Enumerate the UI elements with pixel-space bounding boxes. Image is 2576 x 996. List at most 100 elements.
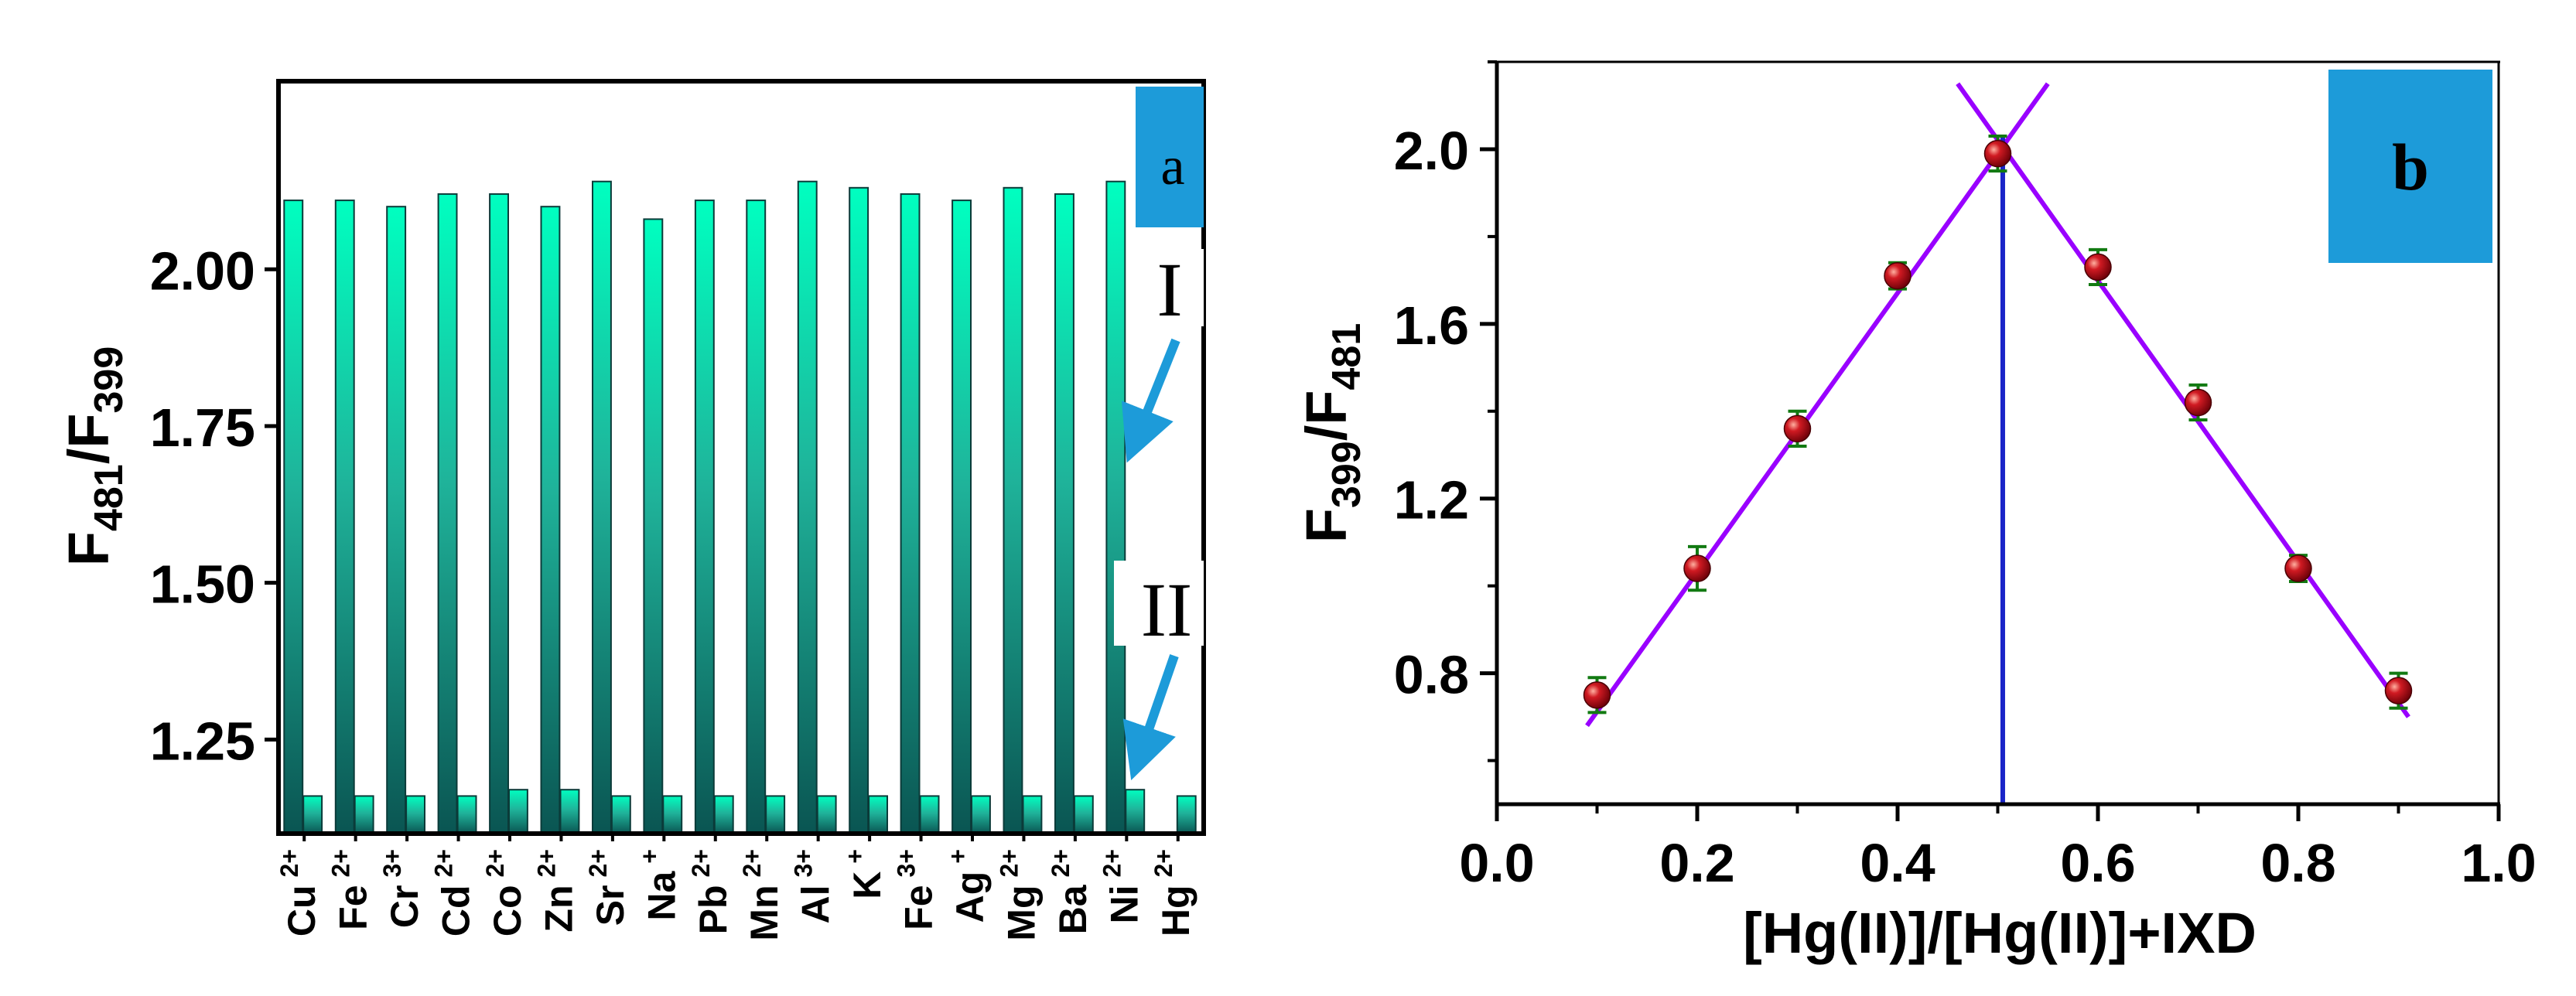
bar-series-ii [354,795,374,835]
x-tick-label: Cu 2+ [275,849,323,936]
category-charge: 2+ [1098,849,1126,877]
data-point [1783,414,1812,443]
panel-b-label: b [2392,130,2429,204]
x-tick-label: 0.0 [1459,833,1534,893]
bar-series-ii [868,795,888,835]
category-charge: 2+ [275,849,303,877]
bar-series-ii [559,789,580,835]
category-label: Fe 3+ [893,849,941,930]
panel-a-label-box [1136,87,1204,227]
category-element: Na [640,871,683,921]
x-tick-label: 0.2 [1659,833,1734,893]
annotation-i: I [1156,247,1182,333]
x-tick-label: 0.8 [2260,833,2335,893]
panel-b-lines [1585,82,2410,804]
category-charge: 2+ [430,849,458,877]
bar-series-i [386,206,407,834]
category-label: Na + [635,849,683,921]
bar-series-ii [1176,795,1197,835]
data-point [1884,261,1912,290]
x-tick-label: Na + [635,849,683,921]
y-tick-label: 1.75 [150,397,255,458]
category-label: Ni 2+ [1098,849,1146,923]
category-element: Ag [948,872,992,923]
category-charge: 2+ [687,849,715,877]
y-tick-label: 2.0 [1394,121,1469,181]
category-charge: 2+ [327,849,355,877]
bar-series-ii [1125,789,1146,835]
y-tick-label: 1.6 [1394,295,1469,356]
category-charge: 2+ [584,849,612,877]
category-charge: 3+ [790,849,818,877]
bar-series-i [1003,186,1023,835]
bar-series-i [1054,193,1074,834]
bar-series-ii [816,795,837,835]
x-tick-label: Mg 2+ [995,849,1043,941]
category-label: Cu 2+ [275,849,323,936]
category-element: Fe [332,885,375,929]
data-point [2384,677,2413,704]
x-tick-label: 1.0 [2461,833,2536,893]
category-charge: + [841,849,869,864]
data-point [1583,681,1611,709]
data-point [1983,139,2012,168]
x-tick-label: Ag + [944,849,992,923]
category-element: Ba [1051,884,1095,934]
category-label: Ag + [944,849,992,923]
category-element: Pb [692,885,735,934]
category-charge: 2+ [1047,849,1074,877]
data-point [1683,554,1711,582]
panel-b-ylabel: F399/F481 [1294,323,1369,544]
y-tick-label: 1.25 [150,711,255,771]
arrow-ii [1122,654,1179,781]
panel-a-plot-frame [276,79,1206,836]
panel-b-yticks: 0.8 1.2 1.6 2.0 [1394,60,1497,762]
x-tick-label: 0.6 [2060,833,2135,893]
panel-b-label-box [2328,70,2492,263]
bar-series-i [489,193,509,834]
bar-series-i [334,200,355,835]
panel-a-label: a [1160,137,1184,196]
category-element: Fe [897,885,941,929]
bar-series-i [694,200,715,835]
x-tick-label: Sr 2+ [584,849,632,926]
category-element: Ni [1102,885,1146,923]
y-tick-label: 1.2 [1394,470,1469,530]
annotation-i-bg [1126,249,1204,326]
x-tick-label: K+ [841,849,889,899]
category-label: Zn 2+ [532,849,580,933]
category-charge: + [635,849,663,864]
category-element: Mg [999,885,1043,940]
x-tick-label: Mn 2+ [738,849,786,941]
y-tick-label: 2.00 [150,240,255,301]
x-tick-label: Ba 2+ [1047,849,1095,934]
category-label: Cr 3+ [378,849,426,928]
category-element: Cd [435,885,478,936]
category-charge: 2+ [995,849,1023,877]
category-charge: + [944,849,972,864]
category-label: Ba 2+ [1047,849,1095,934]
category-label: Co 2+ [481,849,529,936]
bar-series-i [849,186,869,835]
bar-series-ii [405,795,425,835]
x-tick-label: Fe 3+ [893,849,941,930]
bar-series-ii [1073,795,1094,835]
data-point [2084,253,2112,281]
bar-series-i [951,200,972,835]
panel-a-ylabel: F481/F399 [56,346,132,567]
category-label: Sr 2+ [584,849,632,926]
category-label: Cd 2+ [430,849,478,936]
category-label: Pb 2+ [687,849,735,934]
fit-line-rising [1585,82,2050,728]
category-label: Hg 2+ [1150,849,1197,936]
bar-series-ii [662,795,683,835]
panel-a-bars [283,180,1197,835]
bar-series-ii [508,789,528,835]
bar-series-i [592,180,612,834]
bar-series-i [1105,180,1126,834]
category-label: K+ [841,849,889,899]
annotation-ii-bg [1114,561,1204,646]
category-element: K [846,872,889,899]
category-charge: 3+ [378,849,406,877]
x-tick-label: Fe 2+ [327,849,375,930]
